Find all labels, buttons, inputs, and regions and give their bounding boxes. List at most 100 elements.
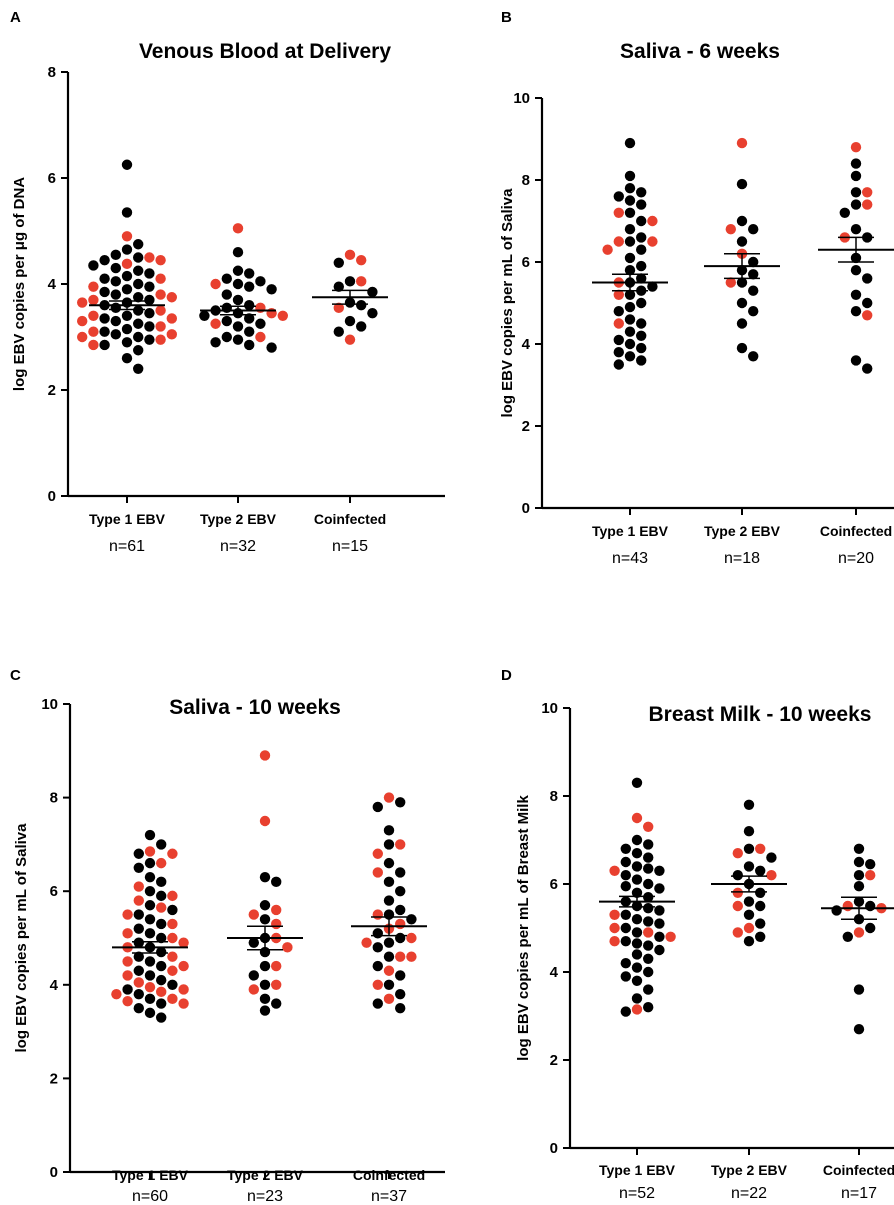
data-point: [167, 965, 178, 976]
data-point: [372, 960, 383, 972]
data-point: [853, 1023, 865, 1035]
data-point: [395, 886, 406, 897]
n-label: n=20: [838, 550, 874, 567]
data-point: [613, 347, 624, 358]
data-point: [725, 277, 736, 288]
data-point: [372, 928, 383, 939]
data-point: [356, 276, 367, 287]
data-point: [732, 870, 743, 881]
data-point: [259, 900, 271, 911]
data-point: [613, 318, 624, 329]
y-tick-label: 4: [550, 964, 559, 981]
data-point: [643, 903, 654, 914]
data-point: [88, 339, 99, 351]
data-point: [244, 313, 255, 324]
data-point: [122, 928, 133, 939]
data-point: [110, 262, 122, 274]
panel-letter: B: [501, 9, 512, 26]
n-label: n=22: [731, 1185, 767, 1202]
data-point: [156, 998, 167, 1009]
panel-B: B Saliva - 6 weeks log EBV copies per mL o…: [499, 9, 894, 567]
data-point: [88, 281, 99, 292]
panel-A: A Venous Blood at Delivery log EBV copies …: [10, 9, 445, 555]
data-point: [167, 890, 178, 902]
data-point: [755, 843, 766, 854]
data-point: [244, 339, 255, 351]
data-point: [383, 979, 395, 990]
data-point: [155, 305, 166, 316]
data-point: [647, 236, 658, 247]
data-point: [643, 892, 654, 903]
y-tick-label: 10: [41, 696, 58, 713]
data-point: [88, 310, 99, 321]
data-point: [624, 338, 636, 350]
data-point: [232, 321, 244, 332]
chart-title: Saliva - 6 weeks: [620, 40, 780, 63]
data-point: [732, 927, 743, 938]
data-point: [732, 887, 743, 898]
data-point: [862, 273, 873, 284]
data-point: [613, 236, 624, 247]
data-point: [144, 268, 155, 279]
data-point: [221, 315, 232, 327]
data-point: [643, 852, 654, 863]
data-point: [178, 998, 189, 1009]
data-point: [636, 342, 647, 354]
data-point: [133, 239, 144, 250]
n-label: n=18: [724, 550, 760, 567]
data-point: [654, 944, 665, 956]
data-point: [372, 909, 383, 920]
data-point: [271, 918, 282, 930]
data-point: [259, 1005, 271, 1016]
data-point: [743, 799, 755, 810]
data-point: [850, 289, 862, 300]
data-point: [736, 277, 748, 288]
data-point: [156, 974, 167, 986]
data-point: [144, 334, 155, 345]
data-point: [156, 857, 167, 869]
data-point: [344, 315, 356, 327]
data-point: [766, 852, 777, 863]
data-point: [144, 981, 156, 993]
data-point: [665, 931, 676, 942]
data-point: [271, 960, 282, 972]
data-point: [166, 313, 177, 324]
data-point: [383, 895, 395, 906]
data-point: [395, 867, 406, 878]
data-point: [643, 1002, 654, 1013]
data-point: [643, 863, 654, 874]
data-point: [372, 848, 383, 859]
data-point: [232, 278, 244, 290]
data-point: [620, 958, 631, 969]
data-point: [361, 937, 372, 948]
data-point: [144, 829, 156, 841]
data-point: [609, 865, 620, 876]
data-point: [99, 313, 110, 324]
data-point: [624, 236, 636, 247]
data-point: [133, 345, 144, 356]
data-point: [865, 870, 876, 881]
data-point: [156, 839, 167, 850]
data-point: [395, 797, 406, 808]
data-point: [636, 199, 647, 210]
data-point: [624, 326, 636, 337]
category-label: Type 2 EBV: [200, 511, 277, 527]
data-point: [620, 843, 631, 854]
y-tick-label: 2: [522, 418, 530, 435]
y-tick-label: 10: [513, 90, 530, 107]
data-point: [654, 918, 665, 929]
data-point: [110, 329, 122, 340]
data-point: [121, 207, 133, 218]
data-point: [122, 995, 133, 1007]
data-point: [643, 953, 654, 964]
data-point: [144, 956, 156, 967]
data-point: [631, 848, 643, 859]
data-point: [839, 207, 850, 218]
data-point: [643, 916, 654, 927]
panel-letter: A: [10, 9, 21, 26]
y-tick-label: 0: [522, 500, 530, 517]
data-point: [624, 170, 636, 182]
data-point: [144, 928, 156, 939]
data-point: [372, 979, 383, 990]
data-point: [850, 158, 862, 169]
